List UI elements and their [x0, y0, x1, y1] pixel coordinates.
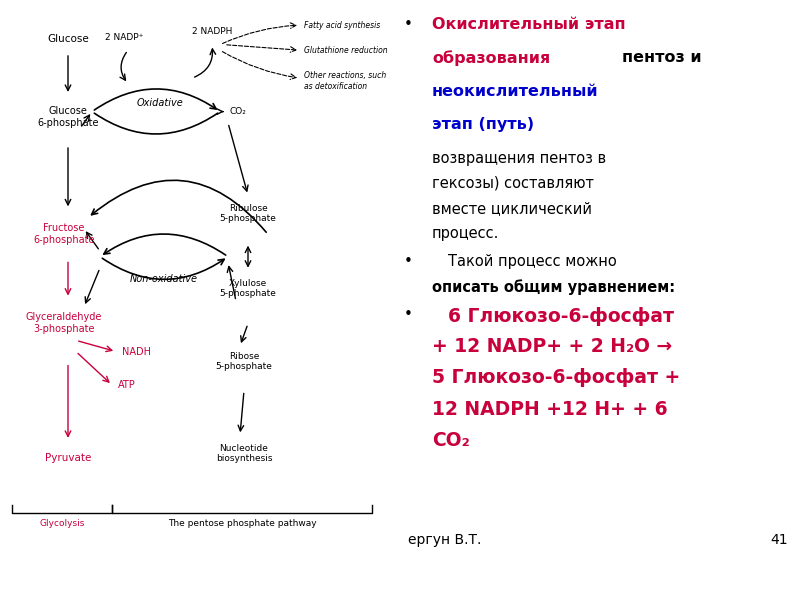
Text: •: • [404, 17, 413, 32]
Text: вместе циклический: вместе циклический [432, 201, 592, 216]
Text: 2 NADP⁺: 2 NADP⁺ [105, 33, 143, 42]
Text: пентоз и: пентоз и [622, 50, 702, 65]
Text: Oxidative: Oxidative [137, 98, 183, 108]
Text: Glucose
6-phosphate: Glucose 6-phosphate [38, 106, 98, 128]
Text: Ribulose
5-phosphate: Ribulose 5-phosphate [219, 203, 277, 223]
Text: 2 NADPH: 2 NADPH [192, 27, 232, 36]
Text: Glutathione reduction: Glutathione reduction [304, 46, 388, 55]
Text: 41: 41 [770, 533, 788, 547]
Text: CO₂: CO₂ [432, 431, 470, 450]
Text: Non-oxidative: Non-oxidative [130, 274, 198, 284]
Text: CO₂: CO₂ [230, 107, 247, 116]
Text: описать общим уравнением:: описать общим уравнением: [432, 279, 675, 295]
Text: 12 NADPH +12 H+ + 6: 12 NADPH +12 H+ + 6 [432, 400, 668, 419]
Text: ATP: ATP [118, 380, 136, 390]
Text: •: • [404, 307, 413, 322]
Text: этап (путь): этап (путь) [432, 117, 534, 132]
Text: Other reactions, such
as detoxification: Other reactions, such as detoxification [304, 71, 386, 91]
Text: Ribose
5-phosphate: Ribose 5-phosphate [215, 352, 273, 371]
Text: 5 Глюкозо-6-фосфат +: 5 Глюкозо-6-фосфат + [432, 368, 680, 387]
Text: Glyceraldehyde
3-phosphate: Glyceraldehyde 3-phosphate [26, 313, 102, 334]
Text: Fatty acid synthesis: Fatty acid synthesis [304, 20, 380, 29]
Text: возвращения пентоз в: возвращения пентоз в [432, 151, 606, 166]
Text: ергун В.Т.: ергун В.Т. [408, 533, 482, 547]
Text: образования: образования [432, 50, 550, 66]
Text: Glycolysis: Glycolysis [39, 519, 85, 528]
Text: Glucose: Glucose [47, 34, 89, 44]
Text: процесс.: процесс. [432, 226, 499, 241]
Text: гексозы) составляют: гексозы) составляют [432, 176, 594, 191]
Text: + 12 NADP+ + 2 H₂O →: + 12 NADP+ + 2 H₂O → [432, 337, 672, 356]
Text: Nucleotide
biosynthesis: Nucleotide biosynthesis [216, 443, 272, 463]
Text: Pyruvate: Pyruvate [45, 452, 91, 463]
Text: Xylulose
5-phosphate: Xylulose 5-phosphate [219, 279, 277, 298]
Text: The pentose phosphate pathway: The pentose phosphate pathway [168, 519, 316, 528]
Text: NADH: NADH [122, 347, 151, 356]
Text: •: • [404, 254, 413, 269]
Text: 6 Глюкозо-6-фосфат: 6 Глюкозо-6-фосфат [448, 307, 674, 326]
Text: неокислительный: неокислительный [432, 83, 598, 98]
Text: Такой процесс можно: Такой процесс можно [448, 254, 617, 269]
Text: Fructose
6-phosphate: Fructose 6-phosphate [34, 223, 94, 245]
Text: Окислительный этап: Окислительный этап [432, 17, 626, 32]
